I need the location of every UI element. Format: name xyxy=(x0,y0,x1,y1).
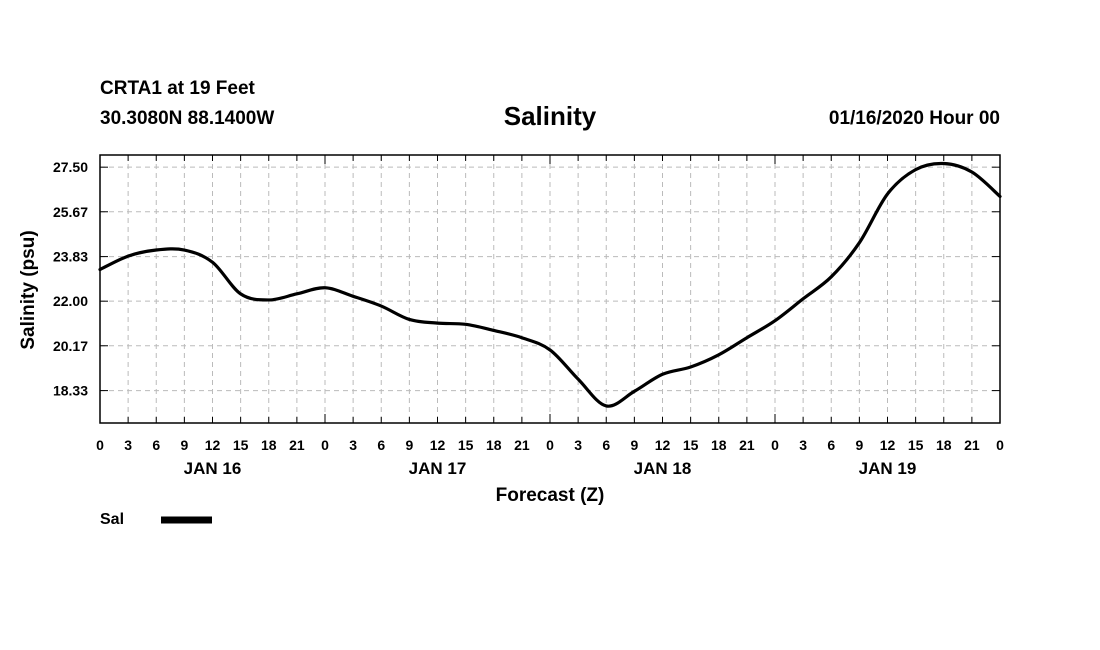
day-label: JAN 19 xyxy=(859,459,917,478)
x-tick-label: 12 xyxy=(880,437,896,453)
x-tick-label: 18 xyxy=(711,437,727,453)
x-tick-label: 3 xyxy=(349,437,357,453)
y-tick-label: 23.83 xyxy=(53,249,88,265)
chart-title: Salinity xyxy=(504,101,597,131)
x-tick-label: 21 xyxy=(964,437,980,453)
y-tick-label: 27.50 xyxy=(53,159,88,175)
x-tick-label: 0 xyxy=(771,437,779,453)
location-label: 30.3080N 88.1400W xyxy=(100,108,274,129)
y-axis-ticks: 27.50 25.67 23.83 22.00 20.17 18.33 xyxy=(53,159,1000,399)
x-tick-label: 0 xyxy=(996,437,1004,453)
series-line-sal xyxy=(98,161,1002,408)
x-tick-label: 12 xyxy=(655,437,671,453)
y-tick-label: 25.67 xyxy=(53,204,88,220)
plot-frame xyxy=(99,154,1001,424)
x-tick-label: 12 xyxy=(430,437,446,453)
x-tick-label: 18 xyxy=(261,437,277,453)
legend-label-sal: Sal xyxy=(100,511,124,528)
day-label: JAN 17 xyxy=(409,459,467,478)
x-tick-label: 18 xyxy=(486,437,502,453)
x-tick-label: 9 xyxy=(855,437,863,453)
x-axis-day-labels: JAN 16 JAN 17 JAN 18 JAN 19 xyxy=(184,459,917,478)
y-axis-label: Salinity (psu) xyxy=(18,230,39,349)
x-tick-label: 0 xyxy=(96,437,104,453)
x-tick-label: 3 xyxy=(799,437,807,453)
x-tick-label: 21 xyxy=(514,437,530,453)
x-tick-label: 15 xyxy=(908,437,924,453)
x-tick-label: 6 xyxy=(152,437,160,453)
x-axis-label: Forecast (Z) xyxy=(496,485,605,506)
y-tick-label: 18.33 xyxy=(53,383,88,399)
x-axis-ticks: 0 3 6 9 12 15 18 21 0 3 6 9 12 15 18 21 0 3 6 9 12 15 18 21 0 3 6 9… xyxy=(96,155,1004,453)
y-tick-label: 22.00 xyxy=(53,293,88,309)
x-tick-label: 15 xyxy=(683,437,699,453)
day-label: JAN 16 xyxy=(184,459,242,478)
x-tick-label: 9 xyxy=(405,437,413,453)
y-tick-label: 20.17 xyxy=(53,338,88,354)
day-label: JAN 18 xyxy=(634,459,692,478)
timestamp-label: 01/16/2020 Hour 00 xyxy=(829,108,1000,129)
x-tick-label: 21 xyxy=(739,437,755,453)
x-tick-label: 9 xyxy=(630,437,638,453)
x-tick-label: 3 xyxy=(574,437,582,453)
x-tick-label: 9 xyxy=(180,437,188,453)
x-tick-label: 15 xyxy=(233,437,249,453)
x-tick-label: 21 xyxy=(289,437,305,453)
x-tick-label: 0 xyxy=(321,437,329,453)
x-tick-label: 6 xyxy=(377,437,385,453)
x-tick-label: 3 xyxy=(124,437,132,453)
legend: Sal xyxy=(100,511,212,528)
x-tick-label: 15 xyxy=(458,437,474,453)
x-tick-label: 18 xyxy=(936,437,952,453)
x-tick-label: 6 xyxy=(827,437,835,453)
series-layer xyxy=(98,161,1002,408)
x-tick-label: 6 xyxy=(602,437,610,453)
x-tick-label: 12 xyxy=(205,437,221,453)
x-tick-label: 0 xyxy=(546,437,554,453)
station-label: CRTA1 at 19 Feet xyxy=(100,78,256,99)
